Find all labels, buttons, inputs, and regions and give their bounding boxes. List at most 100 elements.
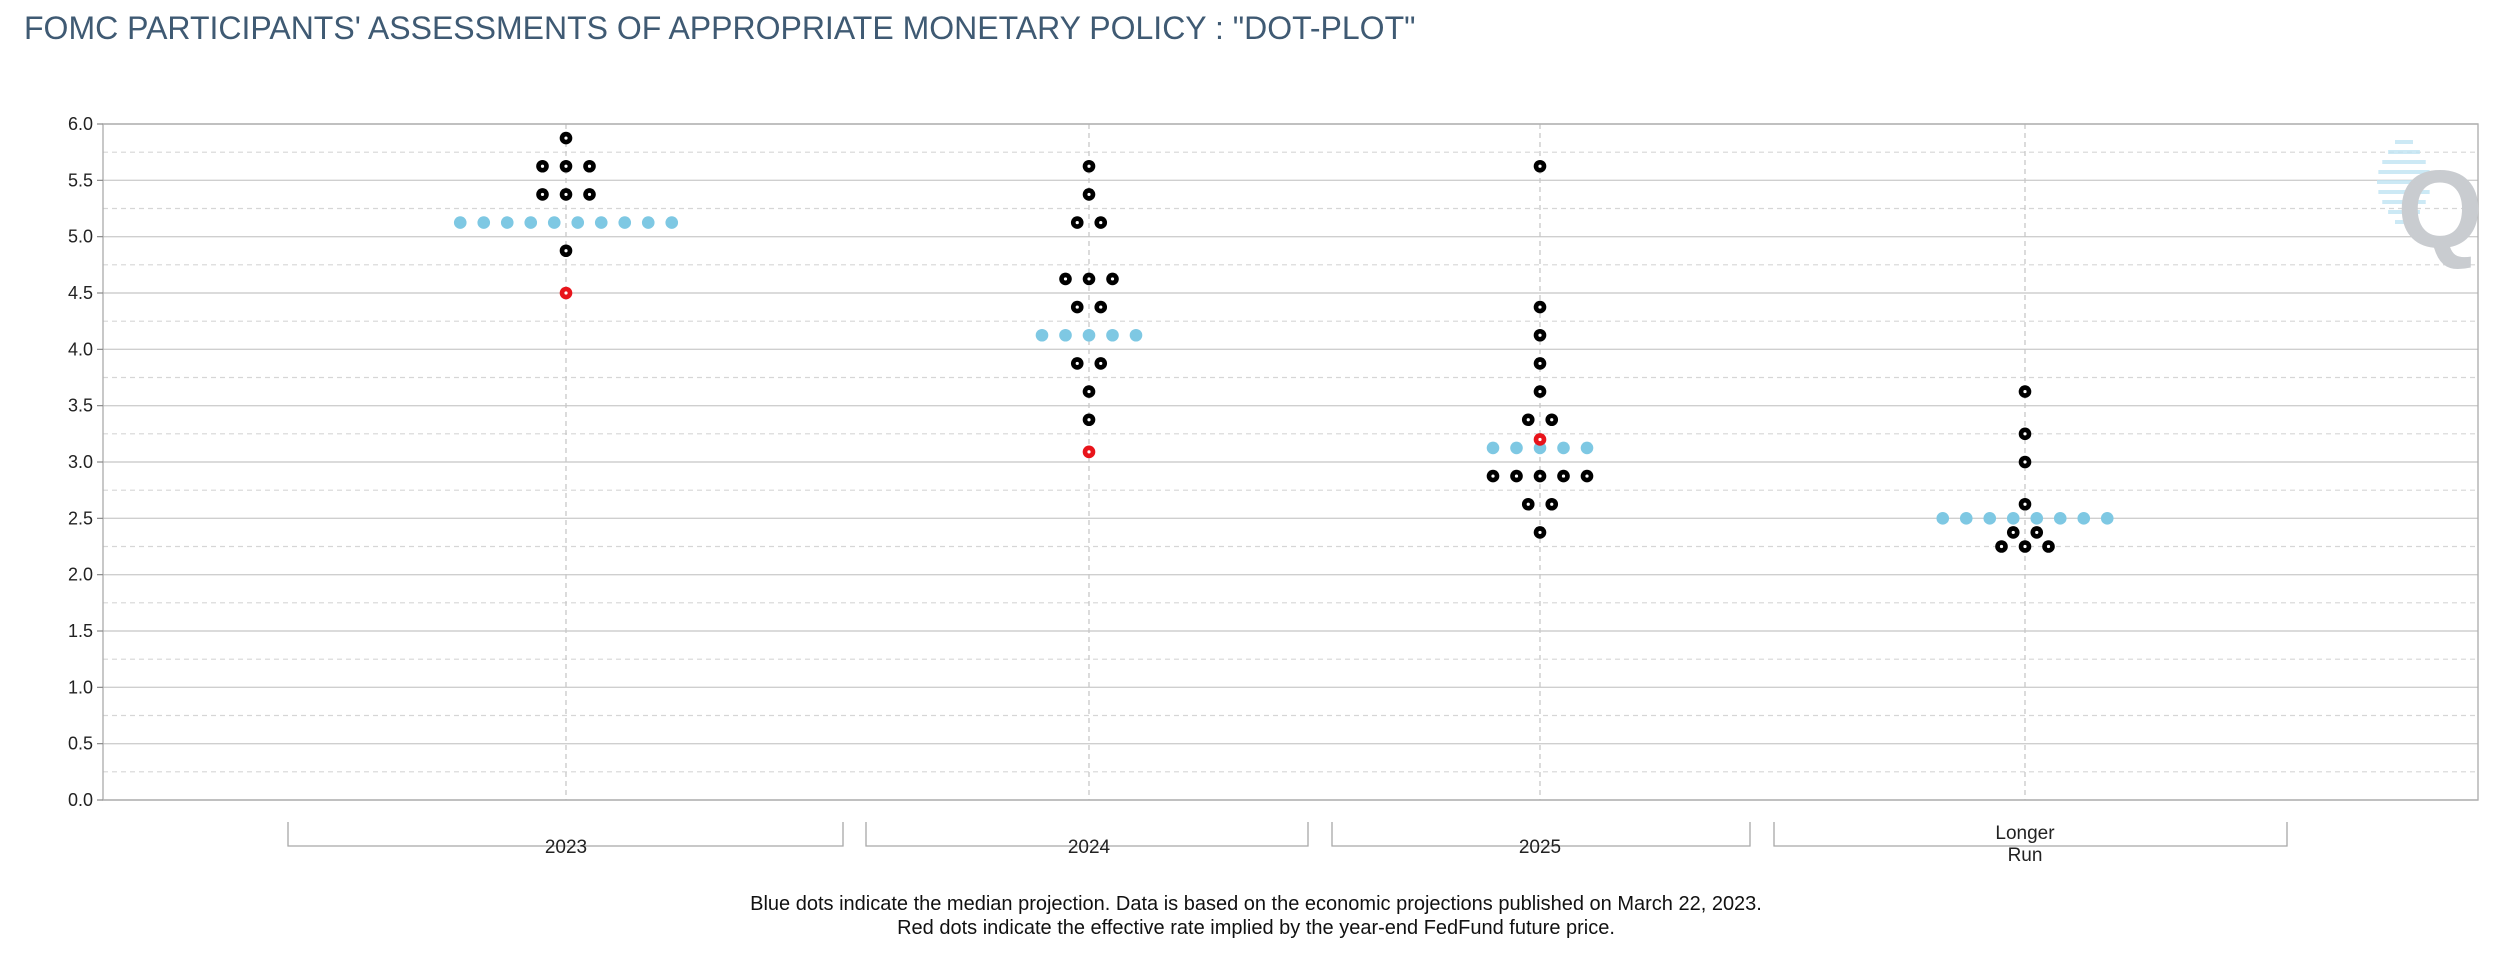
category-label: Run — [2008, 845, 2043, 866]
median-dot — [1486, 441, 1500, 455]
y-tick-label: 2.5 — [68, 508, 93, 528]
median-dot — [524, 216, 538, 229]
participant-dot-highlight — [1087, 418, 1091, 422]
category-label: Longer — [1995, 823, 2055, 844]
logo-stripe — [2382, 160, 2426, 164]
logo-stripe — [2377, 180, 2431, 184]
participant-dot-highlight — [564, 164, 568, 168]
median-dot — [1983, 512, 1997, 525]
footnote-line-2: Red dots indicate the effective rate imp… — [897, 917, 1615, 939]
footnote-line-1: Blue dots indicate the median projection… — [750, 893, 1762, 915]
participant-dot-highlight — [1538, 474, 1542, 478]
dot-plot-chart: 0.00.51.01.52.02.53.03.54.04.55.05.56.0 … — [68, 114, 2483, 866]
participant-dot-highlight — [1538, 361, 1542, 366]
participant-dot-highlight — [2046, 544, 2051, 549]
median-dot — [641, 216, 655, 229]
participant-dot-highlight — [1063, 277, 1068, 281]
chart-title: FOMC PARTICIPANTS' ASSESSMENTS OF APPROP… — [24, 10, 1416, 46]
median-dot — [453, 216, 467, 229]
participant-dot-highlight — [2023, 544, 2027, 549]
y-tick-label: 1.0 — [68, 677, 93, 697]
participant-dot-highlight — [564, 192, 568, 197]
participant-dot-highlight — [540, 192, 545, 197]
logo-stripe — [2388, 150, 2420, 154]
median-dot — [1557, 441, 1570, 455]
logo-stripe — [2382, 200, 2426, 204]
y-tick-label: 5.0 — [68, 227, 93, 247]
participant-dot-highlight — [1087, 277, 1091, 281]
y-tick-label: 2.0 — [68, 565, 93, 585]
median-dot — [594, 216, 608, 229]
participant-dot-highlight — [1491, 474, 1495, 478]
participant-dot-highlight — [1099, 361, 1103, 366]
median-dot — [1035, 328, 1049, 342]
participant-dot-highlight — [1550, 418, 1554, 422]
median-dot — [2053, 512, 2067, 525]
median-dot — [1129, 328, 1143, 342]
participant-dot-highlight — [587, 192, 592, 197]
participant-dot-highlight — [1075, 361, 1079, 366]
y-tick-label: 0.0 — [68, 790, 93, 810]
median-dot — [1959, 512, 1973, 525]
median-dot — [1936, 512, 1950, 525]
median-dot — [1580, 441, 1594, 455]
y-tick-label: 1.5 — [68, 621, 93, 641]
participant-dot-highlight — [1561, 474, 1566, 478]
participant-dot-highlight — [1087, 192, 1091, 197]
logo-stripe — [2395, 140, 2413, 144]
participant-dot-highlight — [1087, 164, 1091, 168]
participant-dot-highlight — [1538, 389, 1542, 394]
y-tick-label: 4.5 — [68, 283, 93, 303]
participant-dot-highlight — [1075, 305, 1079, 309]
median-dot — [1059, 328, 1072, 342]
participant-dot-highlight — [1526, 418, 1530, 422]
participant-dot-highlight — [540, 164, 545, 168]
footnote: Blue dots indicate the median projection… — [0, 892, 2512, 940]
participant-dot-highlight — [2023, 432, 2027, 436]
median-dot — [1510, 441, 1523, 455]
y-tick-label: 0.5 — [68, 734, 93, 754]
participant-dot-highlight — [2023, 389, 2027, 394]
category-bracket — [287, 822, 844, 847]
dots-layer — [453, 131, 2114, 553]
participant-dot-highlight — [1087, 389, 1091, 394]
participant-dot-highlight — [2011, 530, 2015, 535]
category-bracket — [1773, 822, 2288, 847]
futures-dot-highlight — [1087, 450, 1091, 454]
participant-dot-highlight — [564, 136, 568, 140]
y-tick-label: 6.0 — [68, 114, 93, 134]
median-dot — [2077, 512, 2091, 525]
logo-letter: Q — [2397, 148, 2483, 271]
participant-dot-highlight — [1999, 544, 2004, 549]
category-bracket — [865, 822, 1309, 847]
participant-dot-highlight — [1538, 530, 1542, 535]
median-dot — [477, 216, 491, 229]
participant-dot-highlight — [2023, 460, 2027, 464]
median-dot — [665, 216, 679, 229]
median-dot — [571, 216, 585, 229]
participant-dot-highlight — [2035, 530, 2039, 535]
logo-stripe — [2395, 220, 2413, 224]
participant-dot-highlight — [1550, 502, 1554, 506]
futures-dot-highlight — [564, 291, 568, 295]
median-dot — [547, 216, 561, 229]
y-tick-label: 5.5 — [68, 170, 93, 190]
participant-dot-highlight — [1526, 502, 1530, 506]
logo-stripe — [2378, 190, 2430, 194]
participant-dot-highlight — [2023, 502, 2027, 506]
y-tick-label: 3.0 — [68, 452, 93, 472]
participant-dot-highlight — [1538, 305, 1542, 309]
watermark-logo: Q — [2377, 140, 2483, 271]
category-bracket — [1331, 822, 1751, 847]
median-dot — [2100, 512, 2114, 525]
futures-dot-highlight — [1538, 437, 1542, 442]
category-label: 2024 — [1068, 837, 1111, 858]
grid-layer — [102, 123, 2479, 801]
participant-dot-highlight — [1585, 474, 1589, 478]
logo-stripe — [2378, 170, 2430, 174]
participant-dot-highlight — [1099, 220, 1103, 225]
category-label: 2025 — [1519, 837, 1561, 858]
participant-dot-highlight — [1075, 220, 1079, 225]
participant-dot-highlight — [1514, 474, 1519, 478]
